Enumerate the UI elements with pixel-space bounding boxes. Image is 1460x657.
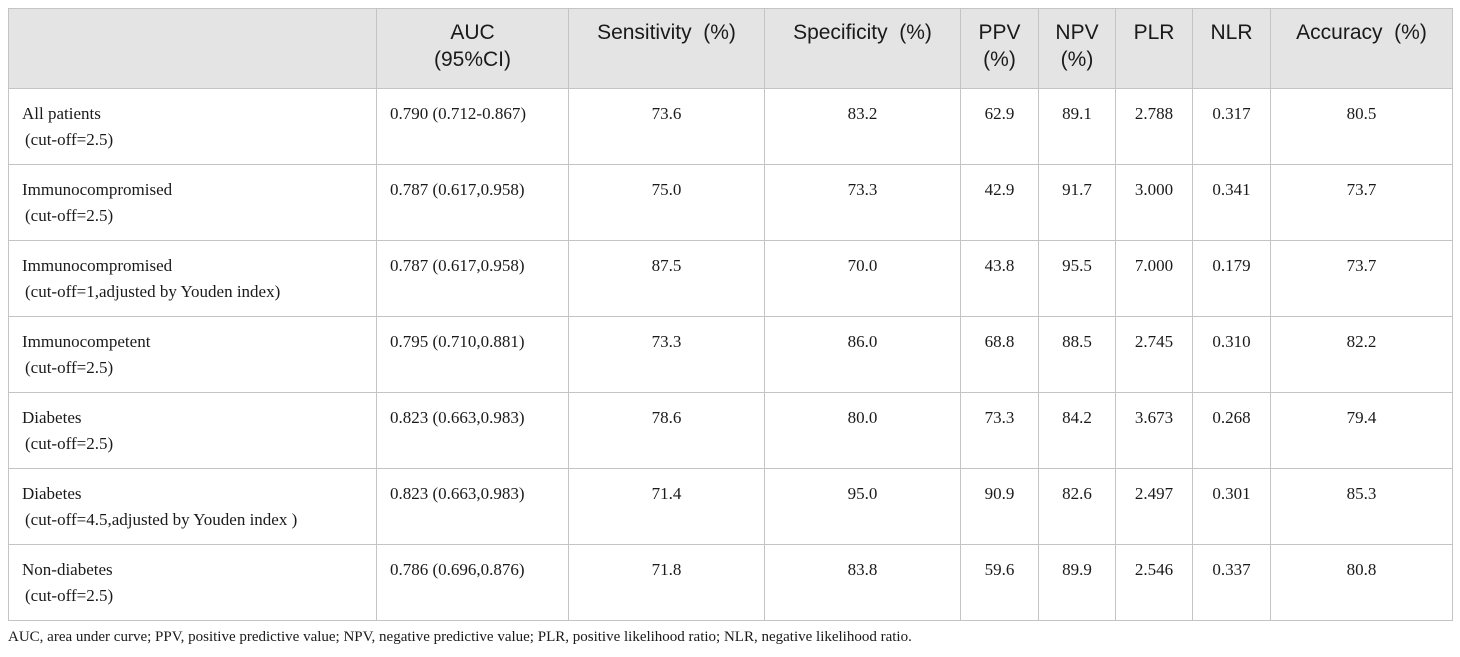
nlr-cell: 0.310 [1192,316,1271,393]
ppv-cell: 90.9 [960,468,1039,545]
table-figure: AUC (95%CI) Sensitivity (%) Specificity (… [8,8,1453,647]
header-cell-ppv: PPV (%) [960,8,1039,89]
row-label-cell: All patients (cut-off=2.5) [8,88,377,165]
plr-cell: 3.000 [1115,164,1193,241]
table-row: All patients (cut-off=2.5) 0.790 (0.712-0… [8,88,1453,165]
table-header-row: AUC (95%CI) Sensitivity (%) Specificity (… [8,8,1453,89]
table-footnote: AUC, area under curve; PPV, positive pre… [8,629,912,645]
specificity-cell: 95.0 [764,468,961,545]
auc-cell: 0.787 (0.617,0.958) [376,164,569,241]
sensitivity-cell: 78.6 [568,392,765,469]
auc-cell: 0.787 (0.617,0.958) [376,240,569,317]
header-cell-npv: NPV (%) [1038,8,1116,89]
row-label-cell: Diabetes (cut-off=2.5) [8,392,377,469]
sensitivity-cell: 73.3 [568,316,765,393]
auc-cell: 0.786 (0.696,0.876) [376,544,569,621]
nlr-cell: 0.317 [1192,88,1271,165]
sensitivity-cell: 75.0 [568,164,765,241]
row-cutoff-label: (cut-off=2.5) [25,586,114,605]
npv-cell: 89.1 [1038,88,1116,165]
table-row: Immunocompromised (cut-off=2.5) 0.787 (0.… [8,164,1453,241]
npv-cell: 84.2 [1038,392,1116,469]
row-label-cell: Non-diabetes (cut-off=2.5) [8,544,377,621]
header-cell-plr: PLR [1115,8,1193,89]
nlr-cell: 0.179 [1192,240,1271,317]
plr-cell: 2.788 [1115,88,1193,165]
accuracy-cell: 73.7 [1270,240,1453,317]
accuracy-cell: 73.7 [1270,164,1453,241]
row-group-label: Immunocompromised [22,256,173,275]
row-group-label: Diabetes [22,484,82,503]
auc-cell: 0.823 (0.663,0.983) [376,392,569,469]
row-group-label: Immunocompetent [22,332,151,351]
header-cell-sensitivity: Sensitivity (%) [568,8,765,89]
specificity-cell: 70.0 [764,240,961,317]
header-cell-auc: AUC (95%CI) [376,8,569,89]
sensitivity-cell: 71.4 [568,468,765,545]
plr-cell: 3.673 [1115,392,1193,469]
ppv-cell: 73.3 [960,392,1039,469]
header-cell-nlr: NLR [1192,8,1271,89]
row-cutoff-label: (cut-off=2.5) [25,130,114,149]
accuracy-cell: 85.3 [1270,468,1453,545]
ppv-cell: 42.9 [960,164,1039,241]
header-cell-accuracy: Accuracy (%) [1270,8,1453,89]
table-row: Diabetes (cut-off=2.5) 0.823 (0.663,0.983… [8,392,1453,469]
plr-cell: 2.745 [1115,316,1193,393]
row-cutoff-label: (cut-off=2.5) [25,206,114,225]
ppv-cell: 68.8 [960,316,1039,393]
table-row: Non-diabetes (cut-off=2.5) 0.786 (0.696,0… [8,544,1453,621]
specificity-cell: 80.0 [764,392,961,469]
specificity-cell: 83.2 [764,88,961,165]
row-label-cell: Immunocompromised (cut-off=2.5) [8,164,377,241]
plr-cell: 2.546 [1115,544,1193,621]
nlr-cell: 0.301 [1192,468,1271,545]
specificity-cell: 83.8 [764,544,961,621]
accuracy-cell: 82.2 [1270,316,1453,393]
plr-cell: 2.497 [1115,468,1193,545]
auc-cell: 0.795 (0.710,0.881) [376,316,569,393]
row-cutoff-label: (cut-off=2.5) [25,434,114,453]
row-group-label: Immunocompromised [22,180,173,199]
row-cutoff-label: (cut-off=4.5,adjusted by Youden index ) [25,510,298,529]
npv-cell: 91.7 [1038,164,1116,241]
specificity-cell: 73.3 [764,164,961,241]
npv-cell: 88.5 [1038,316,1116,393]
row-cutoff-label: (cut-off=1,adjusted by Youden index) [25,282,281,301]
accuracy-cell: 80.5 [1270,88,1453,165]
sensitivity-cell: 87.5 [568,240,765,317]
auc-cell: 0.790 (0.712-0.867) [376,88,569,165]
plr-cell: 7.000 [1115,240,1193,317]
row-label-cell: Immunocompetent (cut-off=2.5) [8,316,377,393]
ppv-cell: 59.6 [960,544,1039,621]
row-group-label: All patients [22,104,101,123]
table-row: Diabetes (cut-off=4.5,adjusted by Youden … [8,468,1453,545]
nlr-cell: 0.268 [1192,392,1271,469]
accuracy-cell: 80.8 [1270,544,1453,621]
auc-cell: 0.823 (0.663,0.983) [376,468,569,545]
row-label-cell: Immunocompromised (cut-off=1,adjusted by … [8,240,377,317]
header-cell-specificity: Specificity (%) [764,8,961,89]
header-cell-group [8,8,377,89]
row-group-label: Non-diabetes [22,560,113,579]
row-group-label: Diabetes [22,408,82,427]
specificity-cell: 86.0 [764,316,961,393]
row-cutoff-label: (cut-off=2.5) [25,358,114,377]
npv-cell: 89.9 [1038,544,1116,621]
row-label-cell: Diabetes (cut-off=4.5,adjusted by Youden … [8,468,377,545]
sensitivity-cell: 73.6 [568,88,765,165]
npv-cell: 82.6 [1038,468,1116,545]
ppv-cell: 43.8 [960,240,1039,317]
table-row: Immunocompetent (cut-off=2.5) 0.795 (0.71… [8,316,1453,393]
nlr-cell: 0.341 [1192,164,1271,241]
npv-cell: 95.5 [1038,240,1116,317]
table-row: Immunocompromised (cut-off=1,adjusted by … [8,240,1453,317]
sensitivity-cell: 71.8 [568,544,765,621]
nlr-cell: 0.337 [1192,544,1271,621]
ppv-cell: 62.9 [960,88,1039,165]
accuracy-cell: 79.4 [1270,392,1453,469]
results-table: AUC (95%CI) Sensitivity (%) Specificity (… [8,8,1453,621]
